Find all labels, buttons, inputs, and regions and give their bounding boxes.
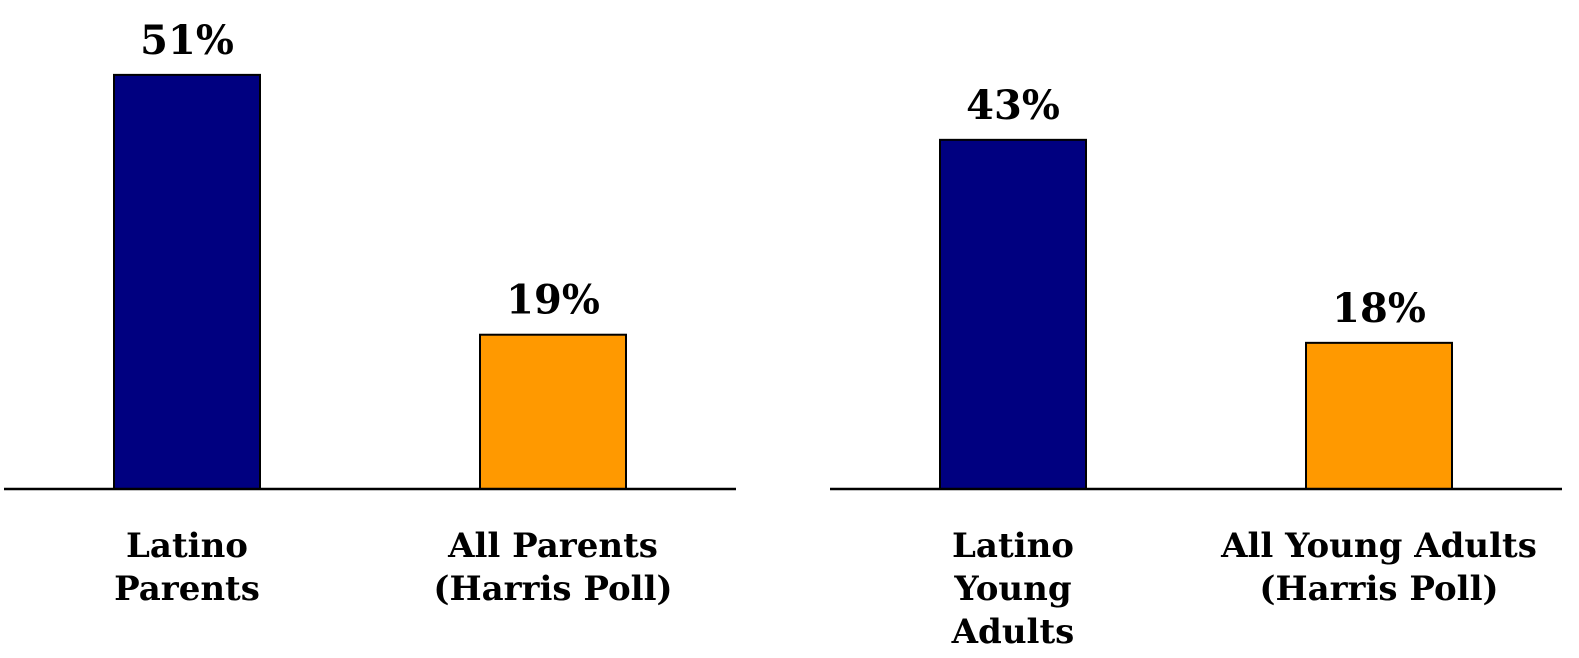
category-label-line: Parents [114,569,260,609]
category-label-line: All Young Adults [1220,526,1537,566]
chart-panel-2: 43% Latino Young Adults 18% All Young Adults(… [830,82,1562,652]
category-label-line: Young [953,569,1071,609]
value-label-1-1: 51% [140,17,234,64]
bar-1-1 [113,73,261,490]
category-label-1-2: All Parents (Harris Poll) [433,526,672,609]
category-label-2-1: Latino Young Adults [951,526,1075,652]
bar-2-1 [939,138,1087,490]
value-label-2-2: 18% [1332,285,1426,332]
category-label-line: (Harris Poll) [433,569,672,609]
category-label-1-1: Latino Parents [114,526,260,609]
category-label-2-2: All Young Adults (Harris Poll) [1220,526,1537,609]
category-label-line: (Harris Poll) [1259,569,1498,609]
category-label-line: Latino [126,526,248,566]
bar-1-2 [479,333,627,490]
category-label-line: Adults [951,612,1075,652]
category-label-line: All Parents [447,526,658,566]
bar-2-2 [1305,341,1453,490]
value-label-1-2: 19% [506,277,600,324]
category-label-line: Latino [952,526,1074,566]
value-label-2-1: 43% [966,82,1060,129]
chart-panel-1: 51% Latino Parents 19% All Parents (Harris Po… [4,17,736,609]
